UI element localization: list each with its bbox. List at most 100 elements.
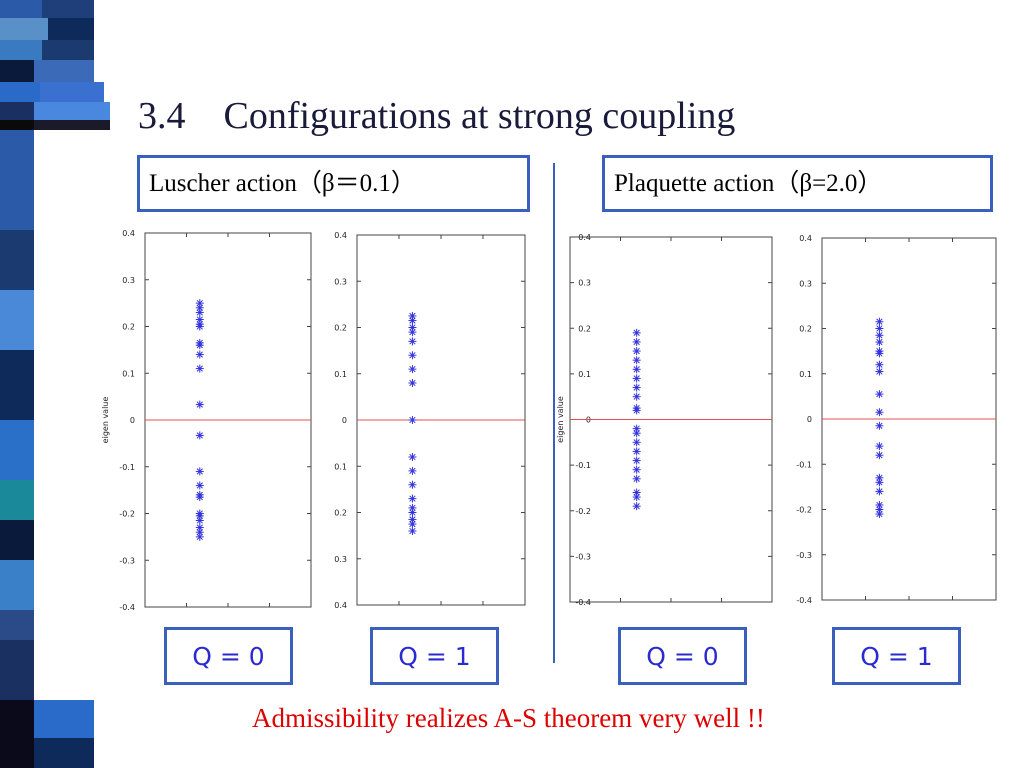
eigenvalue-point bbox=[875, 408, 884, 417]
eigenvalue-point bbox=[195, 341, 204, 350]
eigenvalue-point bbox=[875, 500, 884, 509]
eigenvalue-point bbox=[195, 315, 204, 324]
eigenvalue-point bbox=[195, 431, 204, 440]
eigenvalue-point bbox=[875, 331, 884, 340]
eigenvalue-point bbox=[632, 438, 641, 447]
y-tick-label: 0.3 bbox=[122, 276, 135, 285]
eigenvalue-point bbox=[408, 316, 417, 325]
eigenvalue-point bbox=[875, 478, 884, 487]
eigenvalue-point bbox=[195, 528, 204, 537]
eigenvalue-point bbox=[408, 503, 417, 512]
y-tick-label: 0.4 bbox=[122, 229, 135, 238]
eigenvalue-point bbox=[408, 527, 417, 535]
eigenvalue-point bbox=[632, 474, 641, 483]
y-tick-label: -0.1 bbox=[575, 461, 591, 470]
y-tick-label: 0.1 bbox=[578, 370, 591, 379]
slide-title: 3.4 Configurations at strong coupling bbox=[138, 95, 736, 137]
eigenvalue-point bbox=[632, 493, 641, 502]
eigenvalue-point bbox=[408, 494, 417, 503]
eigenvalue-point bbox=[632, 447, 641, 456]
eigenvalue-point bbox=[875, 487, 884, 496]
eigenvalue-point bbox=[408, 466, 417, 475]
eigenvalue-point bbox=[632, 465, 641, 474]
eigenvalue-point bbox=[408, 453, 417, 461]
eigenvalue-point bbox=[408, 365, 417, 374]
eigenvalue-point bbox=[875, 510, 884, 519]
y-tick-label: 0.4 bbox=[578, 233, 591, 242]
y-tick-label: -0.2 bbox=[119, 510, 135, 519]
eigenvalue-point bbox=[875, 451, 884, 460]
y-tick-label: 0.1 bbox=[334, 370, 347, 379]
y-axis-label: eigen value bbox=[556, 396, 565, 443]
eigenvalue-point bbox=[632, 337, 641, 346]
decorative-side-strip bbox=[0, 0, 110, 768]
eigenvalue-point bbox=[875, 367, 884, 376]
y-tick-label: 0.2 bbox=[578, 324, 591, 333]
y-tick-label: -0.4 bbox=[575, 598, 591, 607]
eigenvalue-point bbox=[632, 383, 641, 392]
eigenvalue-point bbox=[632, 347, 641, 356]
y-tick-label: -0.4 bbox=[796, 596, 812, 605]
y-tick-label: -0.3 bbox=[575, 552, 591, 561]
eigenvalue-point bbox=[195, 350, 204, 359]
eigenvalue-point bbox=[408, 508, 417, 517]
y-tick-label: 0.2 bbox=[334, 509, 347, 518]
eigenvalue-point bbox=[408, 520, 417, 529]
y-tick-label: 0.2 bbox=[334, 324, 347, 333]
eigenvalue-point bbox=[875, 324, 884, 333]
eigenvalue-point bbox=[632, 356, 641, 365]
y-tick-label: 0.2 bbox=[122, 323, 135, 332]
eigenvalue-point bbox=[408, 416, 417, 424]
eigenvalue-point bbox=[875, 349, 884, 358]
eigenvalue-point bbox=[632, 406, 641, 415]
y-tick-label: 0.3 bbox=[578, 279, 591, 288]
eigenvalue-point bbox=[195, 493, 204, 502]
y-tick-label: 0.4 bbox=[799, 234, 812, 243]
y-tick-label: 0.4 bbox=[334, 231, 347, 240]
y-tick-label: -0.1 bbox=[796, 460, 812, 469]
eigenvalue-point bbox=[195, 532, 204, 541]
eigenvalue-point bbox=[632, 365, 641, 374]
eigenvalue-point bbox=[195, 516, 204, 525]
y-tick-label: 0.1 bbox=[122, 369, 135, 378]
eigenvalue-point bbox=[195, 322, 204, 331]
eigenvalue-point bbox=[632, 328, 641, 337]
y-tick-label: 0 bbox=[807, 415, 812, 424]
eigenvalue-point bbox=[195, 467, 204, 476]
eigenvalue-point bbox=[195, 400, 204, 409]
eigenvalue-point bbox=[408, 337, 417, 346]
eigenvalue-point bbox=[195, 481, 204, 490]
y-tick-label: 0.3 bbox=[334, 277, 347, 286]
footer-conclusion: Admissibility realizes A-S theorem very … bbox=[252, 703, 765, 733]
y-axis-label: eigen value bbox=[101, 397, 110, 444]
y-tick-label: 0.3 bbox=[799, 279, 812, 288]
q-label-luscher-q1: Q = 1 bbox=[370, 627, 499, 685]
y-tick-label: -0.1 bbox=[119, 463, 135, 472]
y-tick-label: 0.1 bbox=[799, 370, 812, 379]
y-tick-label: 0.4 bbox=[334, 601, 347, 610]
q-label-plaquette-q1: Q = 1 bbox=[832, 627, 961, 685]
eigenvalue-point bbox=[632, 502, 641, 511]
eigenvalue-point bbox=[875, 338, 884, 347]
eigenvalue-point bbox=[875, 421, 884, 430]
right-header-box: Plaquette action（β=2.0） bbox=[602, 155, 993, 212]
eigenvalue-point bbox=[632, 429, 641, 438]
y-tick-label: 0 bbox=[130, 416, 135, 425]
y-tick-label: -0.3 bbox=[796, 551, 812, 560]
q-label-plaquette-q0: Q = 0 bbox=[618, 627, 747, 685]
y-tick-label: 0.1 bbox=[334, 462, 347, 471]
eigenvalue-point bbox=[875, 390, 884, 399]
eigenvalue-point bbox=[408, 480, 417, 489]
eigenvalue-point bbox=[875, 442, 884, 451]
left-header-box: Luscher action（β＝0.1） bbox=[137, 155, 530, 212]
eigenvalue-point bbox=[632, 456, 641, 465]
eigenvalue-point bbox=[408, 328, 417, 337]
vertical-divider bbox=[553, 163, 555, 663]
q-label-luscher-q0: Q = 0 bbox=[164, 627, 293, 685]
eigenvalue-point bbox=[632, 392, 641, 401]
y-tick-label: -0.2 bbox=[796, 506, 812, 515]
y-tick-label: 0 bbox=[342, 416, 347, 425]
eigenvalue-point bbox=[408, 379, 417, 387]
eigenvalue-point bbox=[195, 364, 204, 373]
